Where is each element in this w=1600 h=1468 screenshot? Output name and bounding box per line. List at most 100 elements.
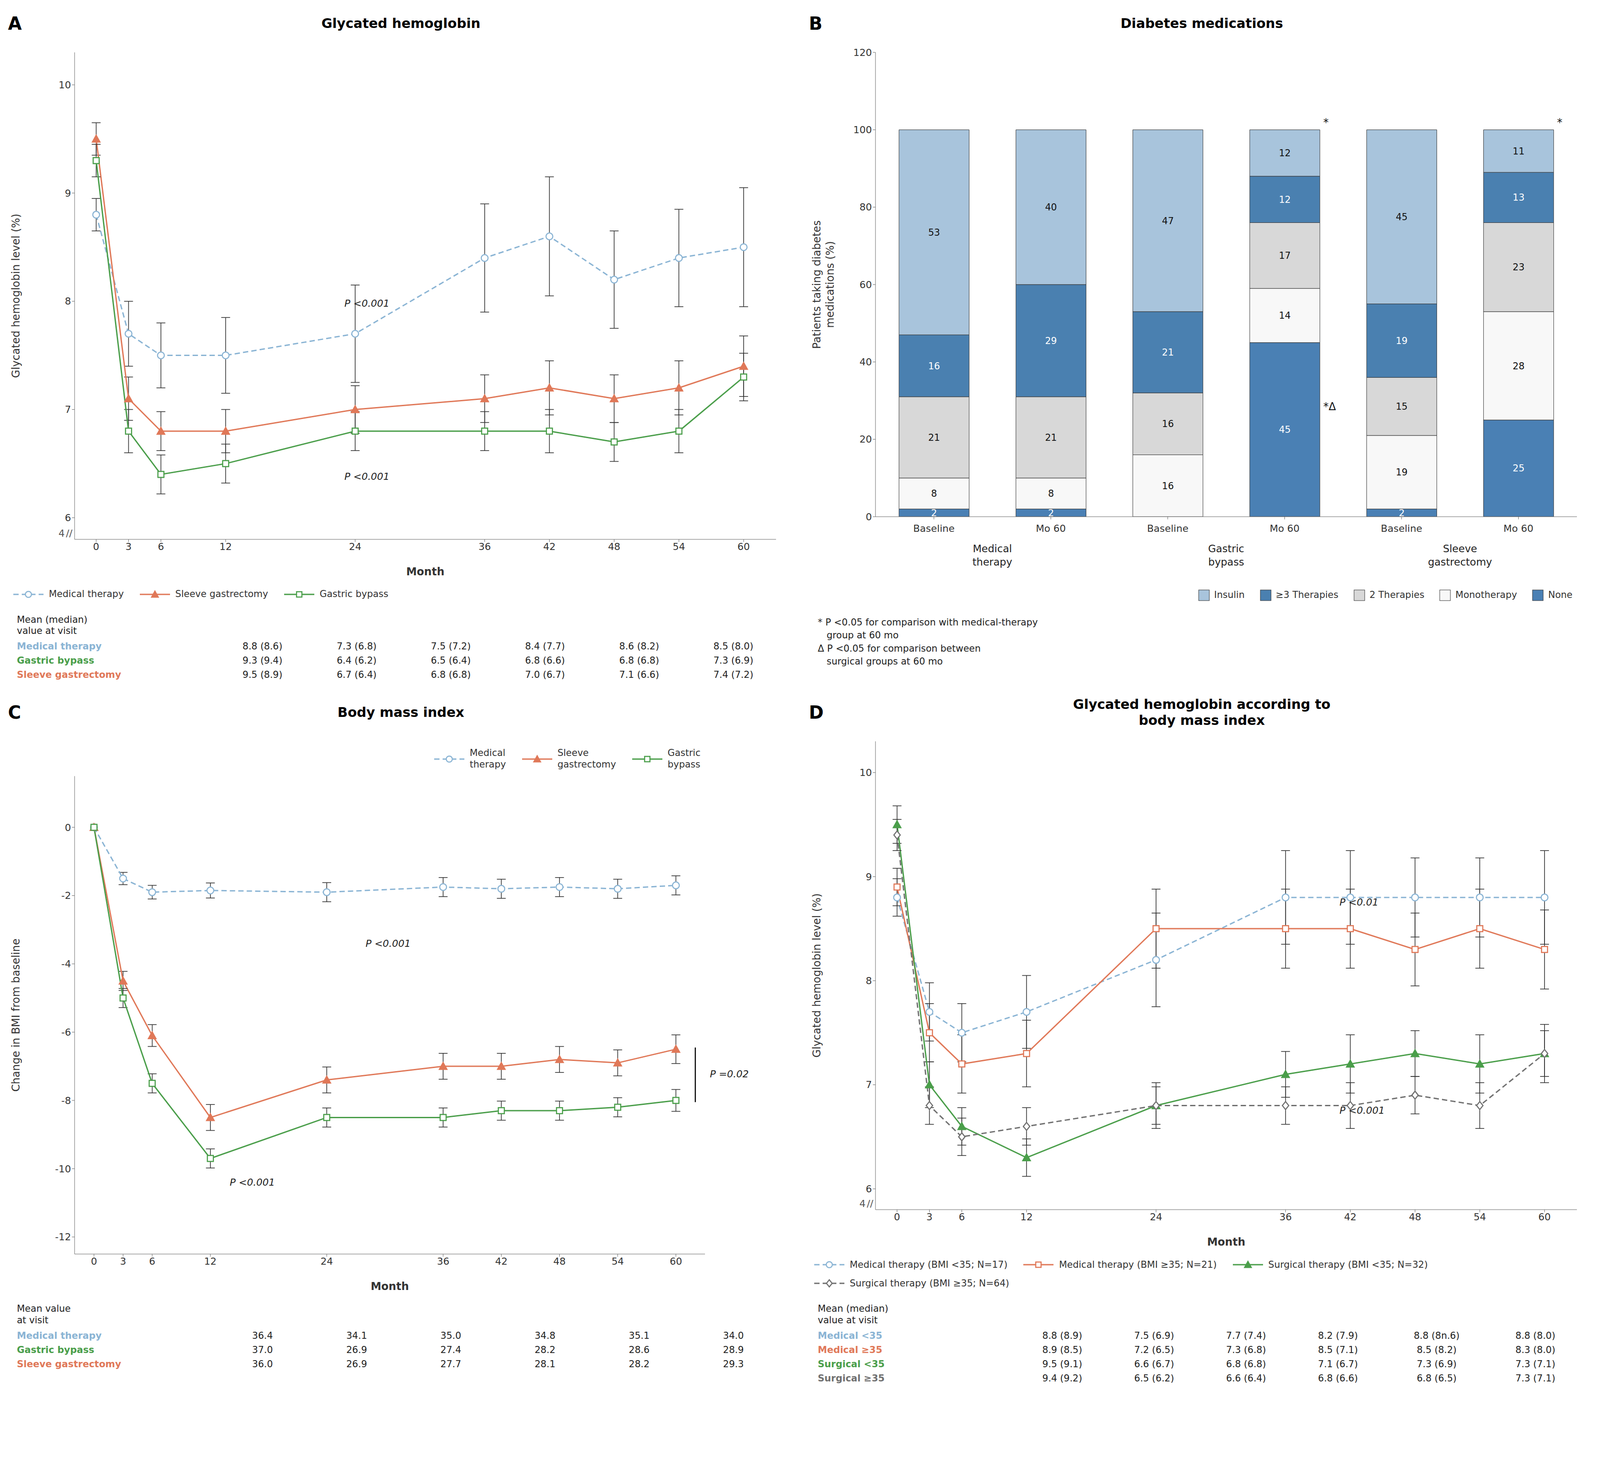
svg-text:10: 10 xyxy=(859,767,872,779)
svg-text:60: 60 xyxy=(1538,1211,1551,1223)
svg-text:12: 12 xyxy=(1020,1211,1033,1223)
svg-text:12: 12 xyxy=(1279,194,1292,206)
svg-text:54: 54 xyxy=(672,541,686,553)
svg-text:0: 0 xyxy=(894,1211,901,1223)
svg-text:9: 9 xyxy=(865,871,872,883)
svg-text:21: 21 xyxy=(928,432,941,444)
svg-text:6: 6 xyxy=(149,1255,156,1268)
svg-text:2: 2 xyxy=(1398,507,1405,519)
svg-text:0: 0 xyxy=(93,541,100,553)
svg-text:Baseline: Baseline xyxy=(1147,522,1189,535)
svg-text:24: 24 xyxy=(1149,1211,1163,1223)
svg-text:60: 60 xyxy=(669,1255,682,1268)
svg-text:6: 6 xyxy=(958,1211,965,1223)
svg-text:Month: Month xyxy=(1207,1235,1246,1249)
svg-text://: // xyxy=(866,1198,874,1210)
svg-text:16: 16 xyxy=(928,360,941,372)
svg-text:120: 120 xyxy=(853,47,872,59)
svg-text:Glycated hemoglobin level (%): Glycated hemoglobin level (%) xyxy=(9,213,23,378)
svg-text:45: 45 xyxy=(1279,424,1292,436)
svg-text:45: 45 xyxy=(1395,211,1408,223)
svg-text:*: * xyxy=(1323,116,1329,129)
svg-text:21: 21 xyxy=(1045,432,1058,444)
svg-text:9: 9 xyxy=(64,187,72,199)
svg-text:20: 20 xyxy=(859,433,872,445)
svg-text:100: 100 xyxy=(853,124,872,136)
svg-text:Change in BMI from baseline: Change in BMI from baseline xyxy=(9,938,23,1093)
svg-text:therapy: therapy xyxy=(972,556,1013,568)
svg-text:6: 6 xyxy=(64,512,72,524)
svg-text:Month: Month xyxy=(406,565,445,579)
svg-text:P <0.001: P <0.001 xyxy=(344,471,390,483)
svg-text:-12: -12 xyxy=(55,1231,72,1244)
svg-text:60: 60 xyxy=(737,541,750,553)
svg-text:17: 17 xyxy=(1279,250,1292,262)
svg-text:Glycated hemoglobin level (%): Glycated hemoglobin level (%) xyxy=(810,893,824,1058)
svg-text:54: 54 xyxy=(1473,1211,1486,1223)
svg-text:29: 29 xyxy=(1045,335,1058,347)
svg-text:*Δ: *Δ xyxy=(1323,400,1337,413)
svg-text:P <0.001: P <0.001 xyxy=(365,938,411,950)
svg-text:53: 53 xyxy=(928,227,941,238)
svg-text:Mo 60: Mo 60 xyxy=(1035,522,1066,535)
svg-text:14: 14 xyxy=(1279,310,1292,321)
svg-text:80: 80 xyxy=(859,201,872,213)
svg-text:Baseline: Baseline xyxy=(1380,522,1422,535)
svg-text:bypass: bypass xyxy=(1208,556,1245,568)
svg-text:16: 16 xyxy=(1161,480,1174,492)
svg-text:*: * xyxy=(1556,116,1563,129)
svg-text:7: 7 xyxy=(64,403,72,416)
svg-text:8: 8 xyxy=(930,488,937,500)
svg-text:36: 36 xyxy=(478,541,492,553)
svg-text:6: 6 xyxy=(157,541,164,553)
svg-text:-8: -8 xyxy=(61,1095,72,1107)
svg-text:8: 8 xyxy=(865,975,872,987)
svg-text:6: 6 xyxy=(865,1183,872,1195)
svg-text:Patients taking diabetesmedica: Patients taking diabetesmedications (%) xyxy=(810,220,837,349)
svg-text:0: 0 xyxy=(64,822,72,834)
svg-text:gastrectomy: gastrectomy xyxy=(1427,556,1493,568)
svg-text:36: 36 xyxy=(1279,1211,1292,1223)
svg-text:12: 12 xyxy=(204,1255,217,1268)
svg-text:36: 36 xyxy=(436,1255,450,1268)
svg-text:15: 15 xyxy=(1395,401,1408,412)
svg-text:4: 4 xyxy=(58,527,65,539)
svg-text:-10: -10 xyxy=(55,1163,72,1175)
svg-text:23: 23 xyxy=(1512,261,1525,273)
svg-text:2: 2 xyxy=(1048,507,1054,519)
svg-text:8: 8 xyxy=(1048,488,1054,500)
svg-text:3: 3 xyxy=(926,1211,933,1223)
svg-text:P <0.001: P <0.001 xyxy=(1339,1105,1385,1117)
svg-text:48: 48 xyxy=(1408,1211,1422,1223)
svg-text:Medical: Medical xyxy=(972,542,1012,555)
svg-text:Month: Month xyxy=(370,1280,409,1293)
svg-text:12: 12 xyxy=(219,541,232,553)
svg-text:Baseline: Baseline xyxy=(913,522,955,535)
svg-text:-2: -2 xyxy=(61,890,72,902)
svg-text:11: 11 xyxy=(1512,146,1525,157)
svg-text:3: 3 xyxy=(125,541,132,553)
svg-text:47: 47 xyxy=(1161,215,1174,227)
svg-text://: // xyxy=(65,527,73,539)
svg-text:P <0.01: P <0.01 xyxy=(1339,897,1379,909)
svg-text:4: 4 xyxy=(859,1198,866,1210)
svg-text:40: 40 xyxy=(1045,201,1058,213)
svg-text:3: 3 xyxy=(119,1255,127,1268)
svg-text:21: 21 xyxy=(1161,347,1174,358)
svg-text:-4: -4 xyxy=(61,958,72,971)
svg-text:24: 24 xyxy=(348,541,362,553)
svg-text:12: 12 xyxy=(1279,147,1292,159)
svg-text:19: 19 xyxy=(1395,335,1408,347)
svg-text:P <0.001: P <0.001 xyxy=(229,1177,276,1189)
svg-text:54: 54 xyxy=(611,1255,624,1268)
svg-text:13: 13 xyxy=(1512,192,1525,203)
svg-text:24: 24 xyxy=(320,1255,333,1268)
svg-text:25: 25 xyxy=(1512,463,1525,474)
svg-text:28: 28 xyxy=(1512,360,1525,372)
svg-text:60: 60 xyxy=(859,279,872,291)
svg-text:19: 19 xyxy=(1395,467,1408,478)
svg-text:42: 42 xyxy=(495,1255,508,1268)
svg-text:8: 8 xyxy=(64,295,72,307)
svg-text:Mo 60: Mo 60 xyxy=(1269,522,1300,535)
svg-text:0: 0 xyxy=(91,1255,98,1268)
